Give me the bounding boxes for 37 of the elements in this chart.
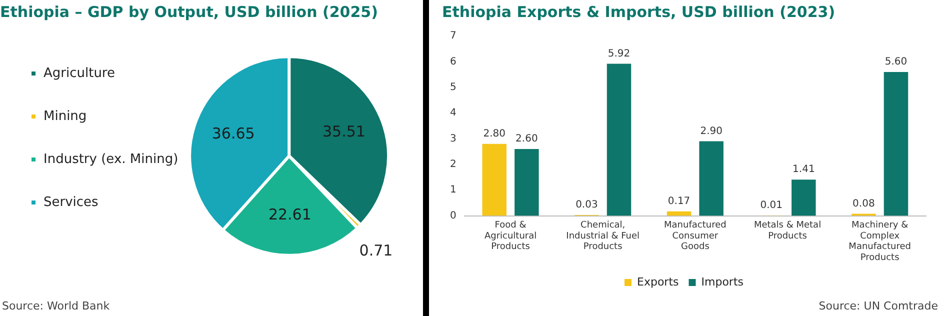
y-tick-label: 6 bbox=[450, 56, 456, 68]
legend-label: Agriculture bbox=[44, 66, 115, 81]
x-tick-label: Manufactured Consumer Goods bbox=[664, 220, 726, 252]
x-tick-label: Metals & Metal Products bbox=[754, 220, 822, 242]
data-label: 0.01 bbox=[760, 200, 782, 212]
data-label: 2.60 bbox=[516, 134, 538, 145]
data-label: 22.61 bbox=[268, 206, 312, 224]
data-label: 1.41 bbox=[792, 164, 815, 176]
data-label: 0.03 bbox=[576, 200, 598, 211]
data-label: 0.17 bbox=[668, 196, 690, 208]
data-label: 0.08 bbox=[852, 198, 875, 210]
data-label: 35.51 bbox=[322, 122, 366, 141]
legend-label: Imports bbox=[701, 275, 744, 288]
x-tick-label: Machinery & Complex Manufactured Products bbox=[848, 220, 911, 263]
source-note: Source: UN Comtrade bbox=[818, 299, 938, 312]
data-label: 2.80 bbox=[483, 128, 506, 140]
data-label: 5.60 bbox=[884, 56, 908, 68]
data-label: 0.71 bbox=[359, 242, 393, 260]
x-tick-label: Chemical, Industrial & Fuel Products bbox=[566, 220, 640, 252]
y-tick-label: 7 bbox=[450, 30, 456, 42]
y-tick-label: 1 bbox=[450, 184, 456, 196]
y-tick-label: 2 bbox=[450, 159, 456, 170]
y-tick-label: 4 bbox=[450, 108, 456, 119]
legend-label: Exports bbox=[637, 275, 680, 288]
x-tick-label: Food & Agricultural Products bbox=[484, 220, 537, 252]
data-label: 2.90 bbox=[700, 126, 722, 137]
chart-title: Ethiopia – GDP by Output, USD billion (2025) bbox=[0, 2, 378, 21]
y-tick-label: 3 bbox=[450, 133, 456, 144]
legend-label: Services bbox=[44, 194, 99, 210]
source-note: Source: World Bank bbox=[2, 299, 110, 312]
data-label: 36.65 bbox=[212, 124, 255, 143]
chart-title: Ethiopia Exports & Imports, USD billion (2023) bbox=[442, 2, 836, 21]
y-tick-label: 5 bbox=[450, 82, 456, 93]
y-tick-label: 0 bbox=[450, 210, 456, 222]
legend-label: Mining bbox=[44, 108, 87, 124]
legend-label: Industry (ex. Mining) bbox=[44, 152, 178, 167]
data-label: 5.92 bbox=[608, 48, 630, 60]
